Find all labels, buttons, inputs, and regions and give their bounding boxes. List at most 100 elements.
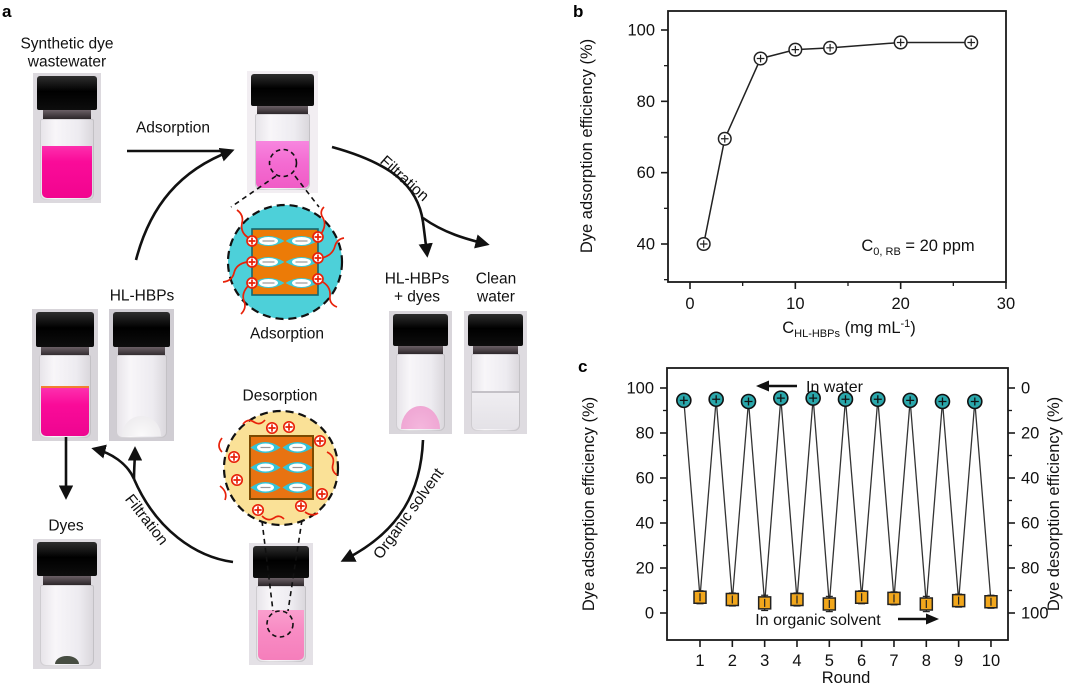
svg-text:In organic solvent: In organic solvent: [755, 612, 881, 629]
wastewater-label: Synthetic dye wastewater: [20, 36, 113, 71]
vial-cap: [252, 546, 310, 578]
hlhbps-recycle-up-arrow: [134, 147, 235, 261]
adsorption-arrow-label: Adsorption: [135, 119, 211, 137]
adsorption-inset: [222, 203, 345, 321]
dark-dye-powder-mound: [55, 655, 79, 664]
svg-text:20: 20: [1021, 425, 1039, 443]
c-ylabel-right: Dye desorption efficiency (%): [1045, 397, 1063, 611]
vial-cap: [37, 542, 97, 577]
vial-body: [256, 585, 306, 662]
vial-neck: [256, 105, 309, 115]
vial-cap: [392, 314, 449, 347]
magnifier-connector: [261, 520, 274, 612]
panel-c-label: c: [578, 357, 588, 376]
svg-text:1: 1: [695, 652, 704, 670]
svg-text:60: 60: [1021, 515, 1039, 533]
svg-text:In water: In water: [806, 379, 864, 396]
vial-photo-dyes: [33, 539, 101, 669]
vial-photo-hlhbps-powder: [109, 309, 174, 441]
svg-text:3: 3: [760, 652, 769, 670]
b-axes: 0 10 20 30 40 60 80 100: [627, 10, 1015, 313]
magnifier-connector: [287, 519, 303, 612]
svg-text:0: 0: [685, 295, 694, 313]
desorption-inset: [218, 409, 340, 527]
intercalated-dye-lenses: [252, 236, 318, 288]
vial-photo-synthetic-dye-wastewater: [33, 73, 101, 203]
vial-body: [39, 355, 91, 438]
vial-body: [254, 113, 311, 190]
svg-text:80: 80: [636, 425, 654, 443]
vial-body: [395, 354, 446, 431]
filtration-branch-clean-water: [422, 216, 490, 249]
vial-photo-hlhbps-plus-dyes: [389, 311, 452, 434]
released-polymer-squiggles: [218, 419, 338, 521]
light-pink-liquid: [256, 141, 309, 189]
polymer-chain-squiggles: [222, 206, 345, 315]
magnifier-circle-desorption-vial: [266, 610, 294, 638]
clean-water-line1: Clean: [475, 270, 517, 288]
vial-neck: [472, 346, 519, 356]
svg-text:6: 6: [857, 652, 866, 670]
vial-neck: [257, 577, 305, 587]
svg-text:4: 4: [792, 652, 801, 670]
desorption-inset-label: Desorption: [242, 387, 318, 405]
svg-text:10: 10: [982, 652, 1000, 670]
vial-neck: [41, 346, 89, 357]
chart-b: 0 10 20 30 40 60 80 100 C0, RB = 20 ppm CHL-HBPs …: [578, 10, 1015, 340]
magnifier-circle-adsorption-vial: [268, 148, 298, 178]
pink-liquid: [257, 610, 305, 661]
hlhbps-plus-dyes-line1: HL-HBPs: [384, 270, 450, 288]
adsorption-inset-label: Adsorption: [249, 325, 325, 343]
svg-text:10: 10: [786, 295, 804, 313]
svg-text:40: 40: [1021, 470, 1039, 488]
clear-water-liquid: [472, 390, 519, 430]
svg-text:60: 60: [637, 164, 655, 182]
vial-photo-after-adsorption: [247, 71, 318, 193]
positive-charge-icons: [246, 231, 324, 289]
vial-cap: [251, 74, 314, 106]
pink-dye-liquid: [41, 146, 93, 199]
right-arrow-icon: [926, 613, 939, 625]
svg-text:20: 20: [891, 295, 909, 313]
svg-text:7: 7: [889, 652, 898, 670]
vial-neck: [42, 576, 92, 586]
svg-text:8: 8: [922, 652, 931, 670]
hlhbps-label: HL-HBPs: [109, 287, 175, 305]
b-annotation: C0, RB = 20 ppm: [861, 237, 974, 258]
filtration-branch-hlhbps-dyes: [418, 221, 433, 258]
filtration-top-arrow: [331, 145, 425, 223]
vial-body: [470, 354, 521, 431]
svg-text:5: 5: [825, 652, 834, 670]
filtration-branch-hlhbps: [127, 446, 143, 480]
hlhbps-plus-dyes-label: HL-HBPs + dyes: [385, 271, 450, 306]
vial-photo-clean-water: [464, 311, 527, 434]
magnifier-connector: [294, 175, 320, 208]
panel-b: b 0 10 20 30 40 60 80 100 C0, RB = 20 ppm CHL-HBP…: [565, 0, 1080, 345]
svg-text:60: 60: [636, 470, 654, 488]
vial-body: [40, 118, 94, 200]
white-powder-mound: [122, 415, 161, 436]
b-series-adsorption: [696, 35, 979, 252]
left-arrow-icon: [756, 380, 769, 392]
svg-text:80: 80: [637, 93, 655, 111]
pink-powder-mound: [400, 405, 441, 429]
panel-c: c 1 2 3 4 5 6 7 8 9 10 0 20 40 60 80 100 0 20 40 60 80 100 In …: [565, 347, 1080, 692]
svg-text:0: 0: [1021, 380, 1030, 398]
vial-body: [40, 584, 94, 666]
vial-cap: [112, 312, 171, 347]
positive-charge-icons: [227, 420, 329, 517]
c-series: [676, 390, 998, 613]
panel-a-artwork: [58, 145, 490, 638]
svg-text:2: 2: [728, 652, 737, 670]
c-ylabel-left: Dye adsorption efficiency (%): [580, 397, 598, 611]
svg-text:80: 80: [1021, 560, 1039, 578]
intercalated-dye-lenses: [250, 442, 313, 493]
dyes-label: Dyes: [48, 517, 84, 535]
organic-solvent-arrow: [340, 439, 425, 562]
vial-neck: [118, 346, 165, 357]
c-annotation-in-organic-solvent: In organic solvent: [755, 612, 939, 629]
c-xlabel: Round: [822, 669, 871, 687]
b-xlabel: CHL-HBPs (mg mL-1): [782, 318, 916, 340]
